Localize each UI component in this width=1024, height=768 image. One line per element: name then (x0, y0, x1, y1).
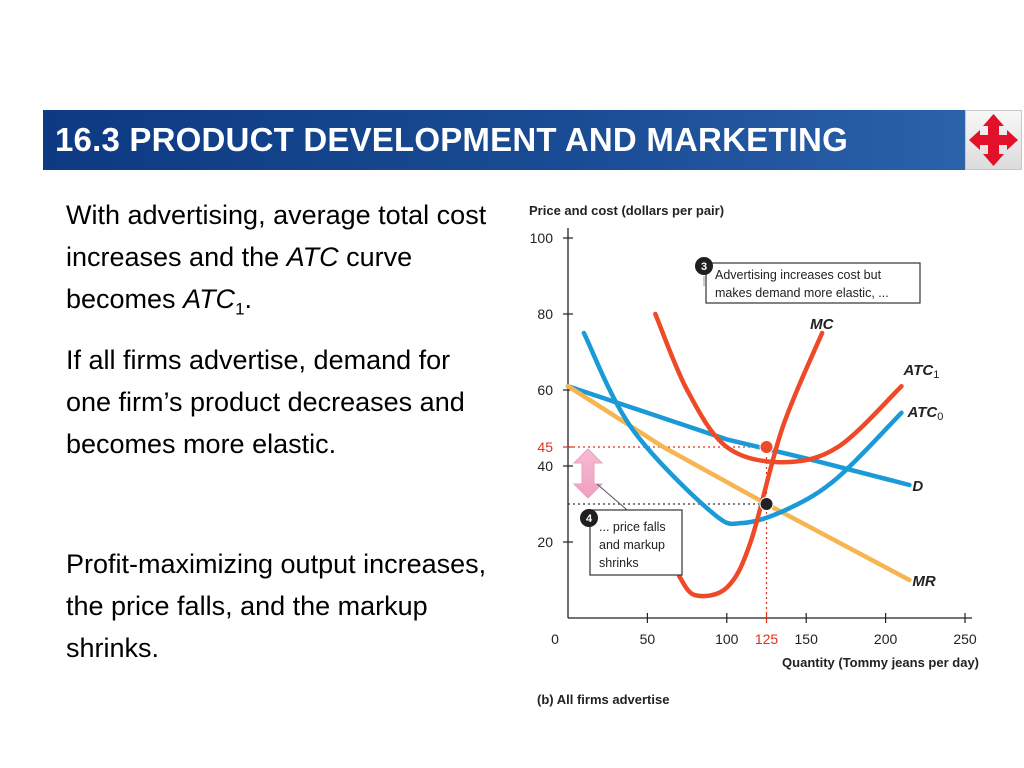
label-mc: MC (810, 316, 834, 333)
x-tick-label-50: 50 (640, 631, 656, 647)
y-highlight-label: 45 (537, 439, 553, 455)
curve-atc0 (581, 330, 904, 527)
annotation-3: 3 Advertising increases cost but makes d… (695, 257, 921, 304)
four-way-arrows-icon[interactable] (965, 110, 1022, 170)
annotation-3-box (705, 262, 921, 304)
annotation-4-box (589, 509, 683, 576)
y-tick-label-100: 100 (530, 230, 554, 246)
annotation-4-badge (580, 509, 598, 527)
chart-caption: (b) All firms advertise (537, 692, 669, 707)
label-mr-name: MR (912, 573, 935, 590)
annotation-4-line-3: shrinks (599, 556, 639, 570)
y-tick-label-40: 40 (537, 458, 553, 474)
marginal-cost-point (759, 497, 774, 511)
x-tick-label-100: 100 (715, 631, 739, 647)
label-atc0-sub: 0 (937, 411, 943, 423)
label-d-name: D (912, 478, 923, 495)
header-bar (43, 110, 965, 170)
annotation-4: 4 ... price falls and markup shrinks (580, 483, 683, 576)
label-atc1-name: ATC (902, 362, 934, 379)
price-change-arrow (572, 448, 604, 499)
annotation-4-line-1: ... price falls (599, 520, 666, 534)
label-d: D (912, 478, 923, 495)
p1-atc: ATC (286, 242, 339, 272)
curve-mc (676, 330, 825, 599)
page-title: 16.3 PRODUCT DEVELOPMENT AND MARKETING (55, 121, 848, 158)
annotation-4-leader (596, 483, 642, 523)
x-tick-label-200: 200 (874, 631, 898, 647)
label-mc-name: MC (810, 316, 834, 333)
p1-text-b: curve becomes (66, 242, 413, 314)
label-mr: MR (912, 573, 935, 590)
y-tick-label-60: 60 (537, 382, 553, 398)
x-axis-label: Quantity (Tommy jeans per day) (782, 655, 979, 670)
annotation-3-line-1: Advertising increases cost but (715, 268, 882, 282)
equilibrium-price-point (759, 440, 774, 454)
y-tick-label-80: 80 (537, 306, 553, 322)
y-tick-label-20: 20 (537, 534, 553, 550)
label-atc1-sub: 1 (933, 369, 939, 381)
annotation-3-badge (695, 257, 713, 275)
p1-atc1: ATC (183, 284, 236, 314)
p1-text-c: . (244, 284, 253, 314)
annotation-4-number: 4 (586, 513, 593, 525)
label-atc0: ATC0 (906, 404, 943, 423)
p1-atc1-subscript: 1 (235, 299, 245, 319)
annotation-3-number: 3 (701, 261, 707, 273)
x-highlight-label: 125 (755, 631, 779, 647)
p1-text-a: With advertising, average total cost inc… (66, 200, 487, 272)
annotation-4-line-2: and markup (599, 538, 665, 552)
curve-atc1 (653, 311, 904, 465)
y-axis-label: Price and cost (dollars per pair) (529, 203, 724, 218)
x-tick-label-0: 0 (551, 631, 559, 647)
x-tick-label-150: 150 (795, 631, 819, 647)
paragraph-demand-elastic: If all firms advertise, demand for one f… (66, 345, 465, 459)
annotation-3-line-2: makes demand more elastic, ... (715, 286, 889, 300)
paragraph-atc-shift: With advertising, average total cost inc… (66, 194, 491, 330)
label-atc1: ATC1 (902, 362, 939, 381)
curve-mr (565, 383, 912, 583)
label-atc0-name: ATC (906, 404, 938, 421)
x-tick-label-250: 250 (953, 631, 977, 647)
curve-d (565, 383, 912, 488)
paragraph-profit-max: Profit-maximizing output increases, the … (66, 549, 487, 663)
